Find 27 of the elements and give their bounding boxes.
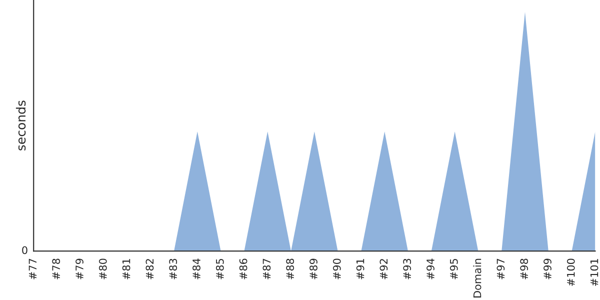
x-tick-label: #101 [590,259,598,286]
x-tick-label: #93 [403,258,412,280]
x-tick-label: Domain [473,258,482,298]
x-tick-label: #98 [520,258,528,280]
x-tick-label: #91 [356,259,364,280]
x-tick-label: #82 [146,259,154,280]
x-tick-label: #81 [122,259,130,280]
x-tick-label: #89 [310,258,318,280]
x-tick-label: #86 [239,258,248,280]
x-tick-label: #100 [566,258,575,286]
x-tick-label: #80 [98,258,107,280]
y-axis-title: seconds [16,100,26,150]
x-tick-label: #92 [380,259,388,280]
x-tick-label: #97 [496,258,505,280]
x-tick-label: #78 [52,258,60,280]
x-tick-label: #84 [192,258,200,280]
x-tick-label: #83 [169,258,178,280]
x-tick-label: #90 [332,258,341,280]
text: 0 [22,246,28,254]
x-tick-label: #94 [426,258,434,280]
x-tick-label: #87 [262,258,271,280]
x-tick-label: #99 [544,258,552,280]
x-tick-label: #85 [216,258,224,280]
x-tick-label: #88 [286,258,294,280]
x-tick-label: #77 [28,258,36,280]
x-tick-label: #95 [450,258,458,280]
x-tick-label: #79 [76,258,84,280]
